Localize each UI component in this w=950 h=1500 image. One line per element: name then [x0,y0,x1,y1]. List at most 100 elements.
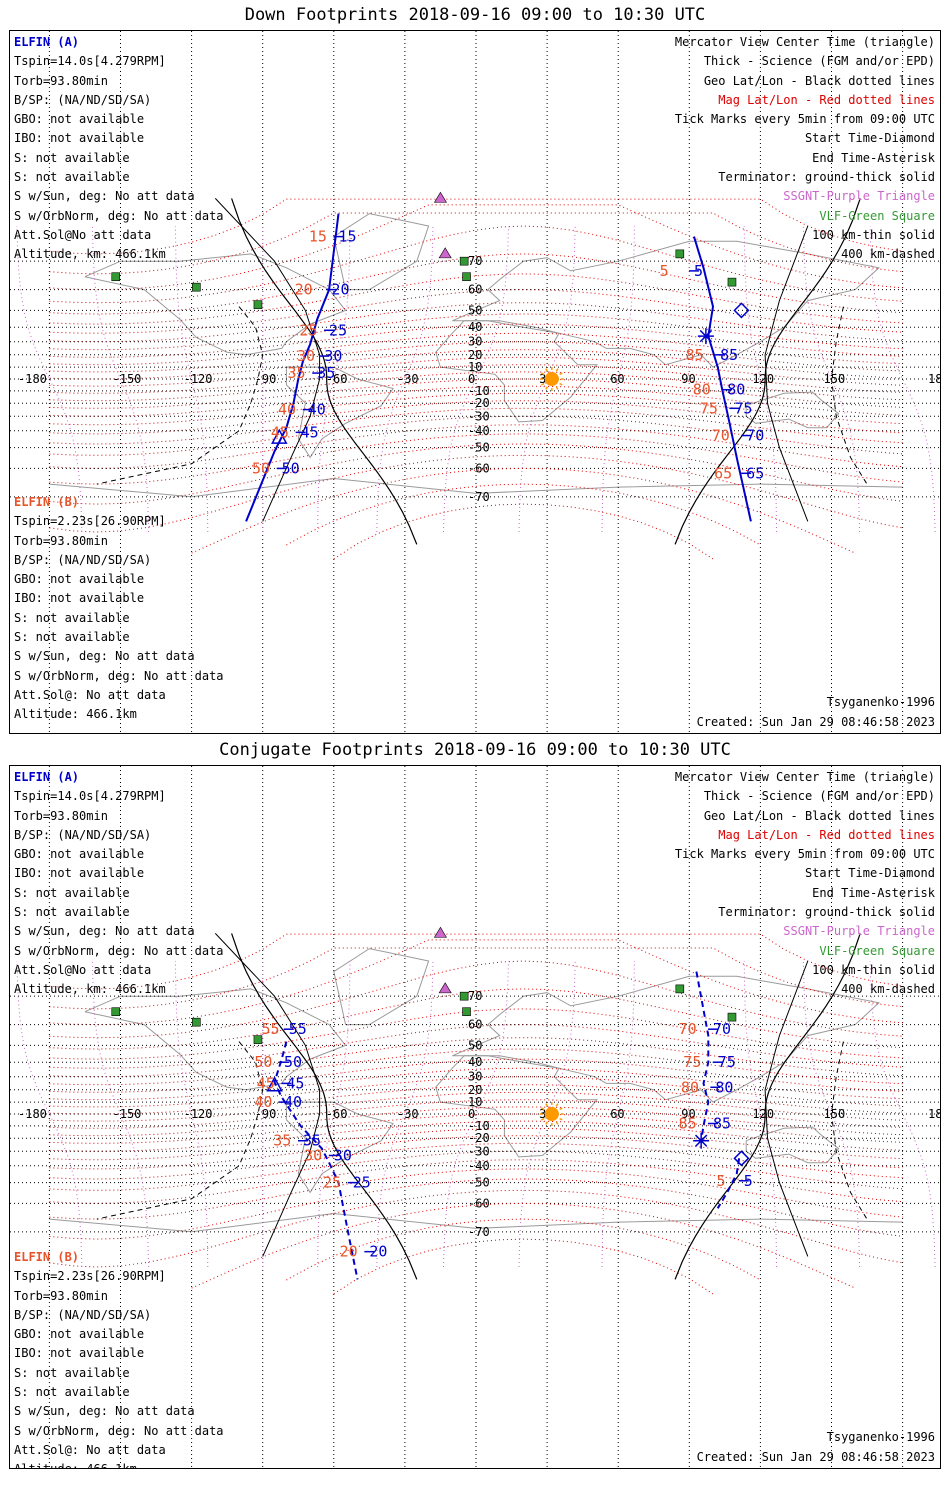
mag-meridian [743,960,778,1268]
mag-parallel [49,407,903,445]
lon-tick-label: -150 [113,372,142,386]
tick-label-a: 50 [282,459,300,477]
start-diamond [733,302,750,319]
lon-tick-label: -120 [184,1107,213,1121]
end-asterisk [694,1134,708,1147]
sun-icon [544,372,559,386]
sun-ray [541,382,545,386]
coastline-5 [49,1212,903,1233]
mag-meridian [174,225,209,533]
mag-parallel [49,364,903,394]
mag-meridian [443,960,509,1268]
coastline-2 [435,320,598,423]
orbnorm-b: S w/OrbNorm, deg: No att data [14,668,224,683]
lon-tick-label: 150 [824,372,846,386]
bsp-b: B/SP: (NA/ND/SD/SA) [14,552,152,567]
s2-b: S: not available [14,630,130,645]
map-panel-conjugate: -180 -150 -120 -90 -60 -30 0 30 60 90 120 150 180 70 6… [9,765,941,1469]
tick-label-a: 70 [746,427,764,445]
legend-science: Thick - Science (FGM and/or EPD) [703,789,935,804]
mag-parallel [49,356,903,387]
mag-parallel [49,1067,903,1101]
terminator-400km-east [830,306,868,485]
vlf-square [675,984,685,994]
elfin-a-info: ELFIN (A) Tspin=14.0s[4.279RPM] Torb=93.… [14,33,224,265]
legend-400km: 400 km-dashed [841,982,935,997]
ssgnt-triangle [438,247,452,259]
orbnorm-a: S w/OrbNorm, deg: No att data [14,943,224,958]
lat-tick-label: 50 [468,303,482,317]
ibo-a: IBO: not available [14,131,145,146]
mag-parallel [333,503,714,560]
legend-center-time: Mercator View Center Time (triangle) [674,35,935,49]
tick-label-b: 30 [304,1146,322,1164]
mag-parallel [49,204,903,291]
ibo-a: IBO: not available [14,866,145,881]
lon-tick-label: -60 [326,1107,348,1121]
vlf-square [192,1017,201,1027]
orbnorm-b: S w/OrbNorm, deg: No att data [14,1423,224,1438]
track-west [245,213,340,522]
legend-end-time: End Time-Asterisk [812,150,935,165]
vlf-square [727,277,737,287]
attsol-a: Att.Sol@No att data [14,227,152,242]
sun-a: S w/Sun, deg: No att data [14,189,195,204]
mag-meridian [869,225,936,533]
coastline-0 [84,988,347,1091]
bsp-a: B/SP: (NA/ND/SD/SA) [14,92,152,107]
sun-ray [545,386,548,390]
tick-label-a: 85 [713,1115,731,1133]
legend-start-time: Start Time-Diamond [804,866,935,881]
track-east [695,971,710,1141]
lon-tick-label: 150 [824,1107,846,1121]
lon-tick-label: -30 [397,1107,419,1121]
gbo-a: GBO: not available [14,112,145,127]
ssgnt-triangle [438,982,452,994]
attsol-b: Att.Sol@: No att data [14,1442,166,1457]
mag-parallel [49,1106,903,1137]
tick-label-a: 20 [369,1243,387,1261]
lat-tick-label: -70 [468,490,490,504]
tick-label-b: 45 [257,1074,275,1092]
vlf-square [253,300,263,309]
mag-parallel [49,1168,903,1220]
lat-tick-label: -10 [468,384,490,398]
torb-b: Torb=93.80min [14,533,108,548]
tick-label-b: 25 [323,1174,341,1192]
elfin-a-label: ELFIN (A) [14,35,80,49]
terminator-ground-east [674,198,861,545]
vlf-square [111,272,121,282]
terminator-400km-west [96,306,264,485]
mag-parallel [49,332,903,366]
s2-a: S: not available [14,170,130,185]
tick-label-b: 50 [254,1053,272,1071]
lon-tick-label: -90 [255,372,277,386]
gbo-b: GBO: not available [14,1327,145,1342]
orbnorm-a: S w/OrbNorm, deg: No att data [14,208,224,223]
lat-tick-label: -40 [468,1159,490,1173]
mag-parallel [49,939,903,1026]
legend-science: Thick - Science (FGM and/or EPD) [703,54,935,69]
tick-label-b: 70 [679,1020,697,1038]
mag-parallel [49,1135,903,1170]
sun-ray [555,1121,559,1125]
torb-a: Torb=93.80min [14,73,108,88]
legend-100km: 100 km-thin solid [812,962,935,977]
end-asterisk [699,329,713,343]
tspin-a: Tspin=14.0s[4.279RPM] [14,789,166,804]
tick-label-b: 35 [273,1132,291,1150]
mag-meridian [869,960,936,1268]
altitude-b: Altitude: 466.1km [14,707,137,722]
mag-parallel [49,1127,903,1161]
lon-tick-label: -120 [184,372,213,386]
mag-parallel [49,1048,903,1086]
legend-mag-grid: Mag Lat/Lon - Red dotted lines [718,92,935,107]
mag-parallel [49,433,903,485]
created-label: Created: Sun Jan 29 08:46:58 2023 [696,1450,935,1464]
s2-a: S: not available [14,905,130,920]
mag-parallel [49,1113,903,1144]
legend-tick-marks: Tick Marks every 5min from 09:00 UTC [674,112,935,127]
lat-tick-label: 20 [468,348,482,362]
lon-tick-label: 180 [928,372,941,386]
tick-label-b: 65 [714,464,732,482]
